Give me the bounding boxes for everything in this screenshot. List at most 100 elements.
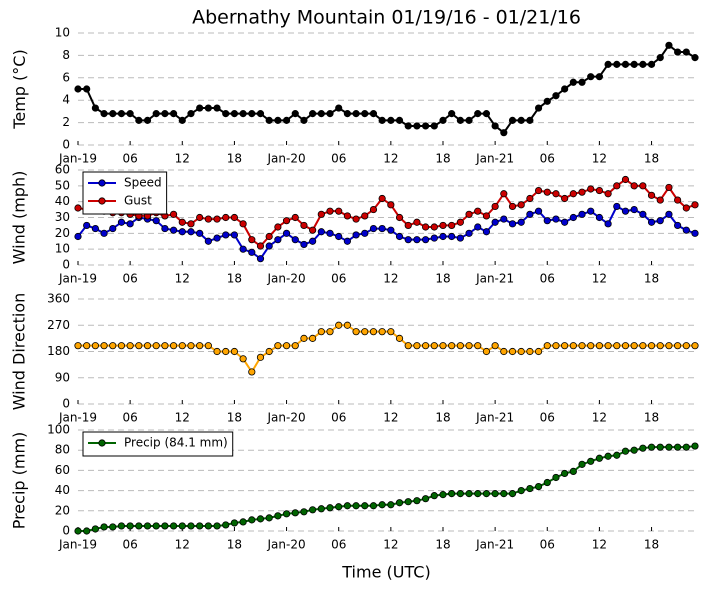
- data-point: [395, 334, 404, 342]
- data-point: [422, 342, 430, 350]
- data-point: [378, 194, 386, 203]
- data-point: [343, 237, 351, 245]
- data-point: [352, 215, 360, 223]
- x-tick-label: 06: [123, 538, 138, 552]
- x-tick-label: 18: [644, 538, 659, 552]
- data-point: [239, 220, 247, 228]
- data-point: [482, 490, 491, 498]
- data-point: [587, 207, 595, 215]
- data-point: [404, 236, 412, 244]
- data-point: [230, 347, 239, 356]
- data-point: [491, 202, 499, 211]
- data-point: [630, 446, 638, 454]
- data-point: [239, 518, 247, 526]
- data-point: [387, 501, 395, 509]
- x-tick-label: Jan-21: [475, 538, 514, 552]
- data-point: [91, 342, 99, 350]
- data-point: [517, 218, 525, 226]
- data-point: [534, 347, 543, 356]
- x-tick-label: 12: [592, 272, 607, 286]
- x-axis-label: Time (UTC): [341, 563, 430, 582]
- data-point: [317, 210, 325, 218]
- data-point: [256, 353, 265, 361]
- data-point: [456, 234, 464, 242]
- data-point: [378, 224, 386, 233]
- data-point: [326, 110, 334, 118]
- data-point: [465, 342, 473, 350]
- data-point: [335, 503, 343, 511]
- data-point: [604, 452, 612, 460]
- y-tick-label: 30: [55, 210, 70, 224]
- y-tick-label: 6: [62, 70, 70, 84]
- data-point: [639, 210, 647, 218]
- data-point: [621, 447, 630, 455]
- data-point: [187, 110, 195, 118]
- data-point: [647, 342, 656, 350]
- data-point: [430, 342, 438, 350]
- data-point: [300, 508, 308, 516]
- data-point: [665, 210, 673, 218]
- legend-label: Precip (84.1 mm): [124, 436, 228, 450]
- data-point: [169, 522, 178, 530]
- data-point: [187, 220, 195, 228]
- data-point: [291, 213, 299, 222]
- data-point: [569, 213, 577, 222]
- data-point: [656, 196, 664, 204]
- data-point: [169, 226, 178, 234]
- data-point: [474, 207, 482, 215]
- x-tick-label: 12: [592, 538, 607, 552]
- y-tick-label: 0: [62, 524, 70, 538]
- data-point: [361, 110, 369, 118]
- x-tick-label: Jan-21: [475, 272, 514, 286]
- data-point: [587, 73, 595, 81]
- data-point: [422, 223, 430, 231]
- x-tick-label: 18: [227, 411, 242, 425]
- x-tick-label: 06: [123, 272, 138, 286]
- data-point: [196, 213, 204, 222]
- data-point: [561, 469, 569, 478]
- data-point: [613, 202, 621, 211]
- data-point: [404, 221, 412, 230]
- data-point: [526, 210, 534, 218]
- data-point: [534, 104, 543, 112]
- data-point: [604, 220, 612, 228]
- data-line: [78, 324, 695, 374]
- legend-marker: [98, 179, 106, 187]
- data-point: [630, 182, 638, 190]
- x-tick-label: Jan-19: [58, 538, 97, 552]
- data-point: [274, 236, 282, 244]
- x-tick-label: 18: [435, 272, 450, 286]
- data-point: [604, 342, 612, 350]
- data-point: [395, 499, 404, 507]
- y-tick-label: 4: [62, 93, 70, 107]
- data-point: [256, 110, 265, 118]
- data-point: [587, 185, 595, 193]
- data-point: [291, 236, 299, 244]
- data-point: [213, 347, 221, 356]
- data-point: [682, 443, 690, 451]
- data-point: [456, 342, 464, 350]
- data-point: [152, 342, 160, 350]
- data-point: [152, 110, 160, 118]
- x-tick-label: 12: [383, 411, 398, 425]
- x-tick-label: 12: [383, 538, 398, 552]
- data-point: [413, 122, 421, 130]
- data-point: [630, 342, 638, 350]
- data-point: [552, 190, 560, 198]
- data-point: [395, 116, 404, 124]
- data-point: [474, 223, 482, 231]
- data-point: [508, 490, 517, 498]
- data-point: [126, 110, 134, 118]
- data-point: [109, 224, 117, 233]
- data-point: [309, 226, 317, 234]
- data-point: [187, 228, 195, 236]
- data-point: [404, 498, 412, 506]
- data-point: [222, 521, 230, 529]
- y-tick-label: 180: [47, 344, 70, 358]
- data-point: [448, 232, 456, 241]
- data-point: [265, 347, 273, 356]
- data-point: [352, 231, 360, 239]
- data-point: [422, 236, 430, 244]
- x-tick-label: 18: [644, 272, 659, 286]
- data-point: [248, 516, 256, 524]
